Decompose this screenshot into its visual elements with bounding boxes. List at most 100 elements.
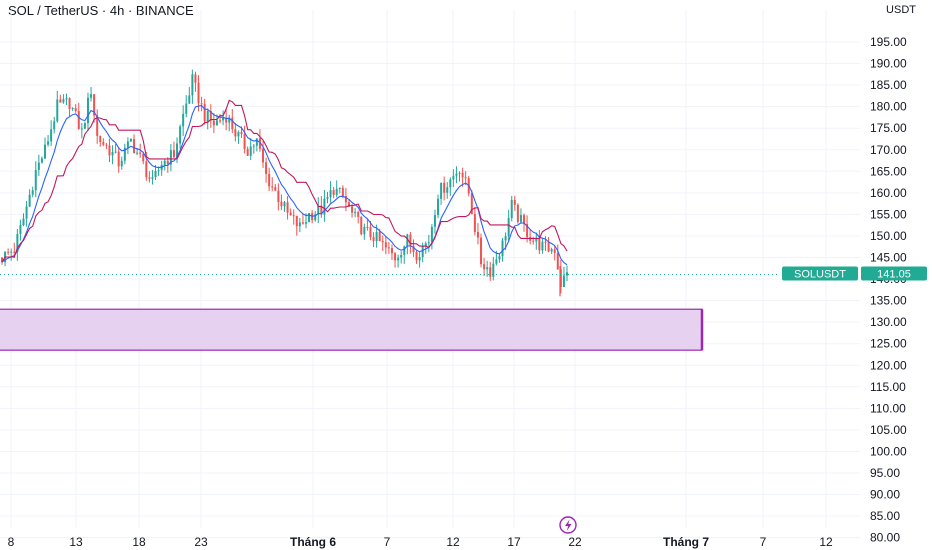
- candle-body: [222, 117, 225, 121]
- candle-body: [28, 194, 31, 207]
- candle-body: [314, 214, 317, 221]
- candle-body: [351, 206, 354, 213]
- candle-body: [304, 222, 307, 224]
- candle-body: [332, 190, 335, 195]
- candle-body: [437, 198, 440, 216]
- candle-body: [182, 113, 185, 127]
- price-tag-value-bg: [861, 266, 927, 281]
- x-tick-label: 18: [132, 535, 146, 549]
- candle-body: [50, 129, 53, 142]
- candle-body: [458, 172, 461, 174]
- candle-body: [504, 236, 507, 241]
- candle-body: [145, 161, 148, 178]
- price-tag-value: 141.05: [877, 269, 911, 281]
- candle-body: [240, 132, 243, 135]
- candle-body: [277, 190, 280, 202]
- candle-body: [80, 128, 83, 130]
- x-tick-label: 8: [8, 535, 15, 549]
- y-tick-label: 110.00: [870, 401, 906, 415]
- candle-body: [191, 74, 194, 96]
- candle-body: [286, 202, 289, 213]
- x-tick-label: Tháng 6: [290, 535, 336, 549]
- candle-body: [157, 170, 160, 172]
- candle-body: [142, 153, 145, 162]
- candle-body: [326, 197, 329, 199]
- candle-body: [19, 225, 22, 235]
- candle-body: [486, 267, 489, 270]
- candle-body: [387, 247, 390, 249]
- candle-body: [37, 162, 40, 170]
- candle-body: [166, 160, 169, 165]
- currency-label: USDT: [886, 4, 916, 16]
- candle-body: [480, 237, 483, 265]
- x-tick-label: 7: [384, 535, 391, 549]
- candle-body: [136, 152, 139, 154]
- zone-layer: [0, 308, 704, 351]
- candle-body: [53, 121, 56, 130]
- candle-body: [510, 199, 513, 219]
- candle-body: [566, 272, 568, 276]
- candle-body: [139, 152, 142, 154]
- candle-body: [62, 99, 65, 103]
- candle-body: [553, 249, 556, 253]
- candle-body: [96, 115, 99, 136]
- candle-body: [16, 234, 19, 253]
- x-tick-label: 12: [446, 535, 460, 549]
- candle-body: [169, 150, 172, 165]
- candle-body: [209, 111, 212, 121]
- candle-body: [265, 162, 268, 174]
- y-tick-label: 90.00: [870, 488, 900, 502]
- candle-body: [412, 245, 415, 253]
- candle-body: [59, 99, 62, 103]
- x-tick-label: 13: [69, 535, 83, 549]
- support-zone[interactable]: [0, 308, 703, 351]
- candle-body: [418, 257, 421, 261]
- candle-body: [523, 215, 526, 224]
- lightning-icon[interactable]: [559, 516, 577, 534]
- candle-body: [562, 275, 565, 288]
- candle-body: [295, 215, 298, 227]
- candle-body: [93, 94, 96, 116]
- candle-body: [298, 222, 301, 227]
- x-tick-label: Tháng 7: [663, 535, 709, 549]
- price-tag: SOLUSDT 141.05: [782, 266, 927, 281]
- y-tick-label: 80.00: [870, 531, 900, 545]
- candle-body: [108, 145, 111, 156]
- candle-body: [381, 241, 384, 243]
- candle-body: [163, 160, 166, 165]
- candle-body: [550, 249, 553, 252]
- candle-body: [179, 126, 182, 144]
- candle-body: [274, 186, 277, 191]
- candle-body: [344, 196, 347, 203]
- y-tick-label: 175.00: [870, 121, 907, 135]
- candle-body: [105, 144, 108, 146]
- candle-body: [409, 234, 412, 246]
- candle-body: [99, 135, 102, 142]
- y-tick-label: 165.00: [870, 164, 907, 178]
- candle-body: [403, 246, 406, 255]
- candle-body: [194, 74, 197, 83]
- candle-body: [372, 237, 375, 242]
- candle-body: [415, 252, 418, 261]
- candle-body: [289, 212, 292, 216]
- candle-body: [301, 222, 304, 224]
- y-tick-label: 100.00: [870, 444, 907, 458]
- candle-body: [547, 242, 550, 252]
- candle-body: [83, 123, 86, 129]
- candle-body: [320, 205, 323, 215]
- candle-body: [470, 193, 473, 215]
- candle-body: [283, 202, 286, 207]
- grid: [0, 10, 860, 539]
- candle-body: [197, 82, 200, 104]
- candle-body: [338, 187, 341, 189]
- candle-body: [452, 175, 455, 180]
- candle-body: [559, 269, 562, 288]
- candle-body: [123, 147, 126, 161]
- candle-body: [68, 98, 71, 110]
- candle-body: [406, 234, 409, 247]
- candle-body: [126, 141, 129, 148]
- candle-body: [308, 213, 311, 223]
- candle-body: [476, 232, 479, 238]
- indicator-lines: [1, 99, 568, 266]
